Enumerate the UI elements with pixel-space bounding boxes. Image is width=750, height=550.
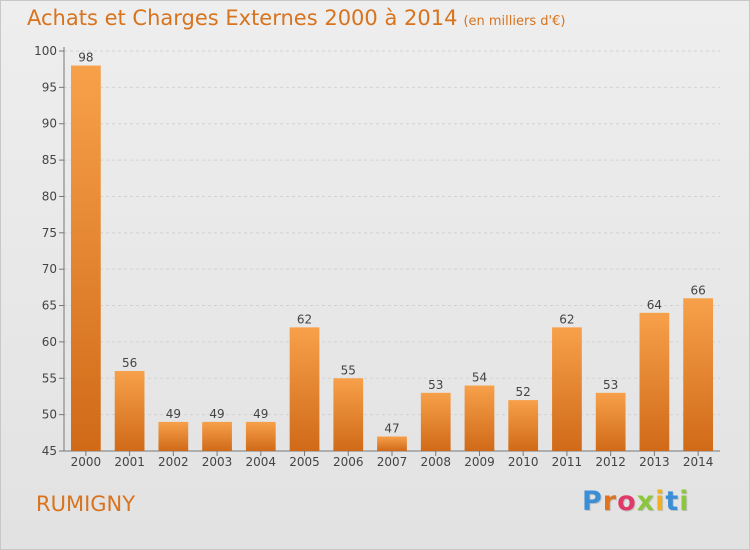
x-tick-label: 2000: [71, 455, 102, 469]
bar-value-label: 53: [428, 378, 443, 392]
bar: [158, 421, 189, 451]
grid-lines: [64, 50, 720, 452]
bar: [377, 436, 407, 451]
y-tick-label: 95: [42, 80, 57, 94]
logo-letter: o: [617, 486, 637, 517]
bar-value-label: 62: [559, 312, 574, 326]
x-tick-label: 2012: [595, 455, 626, 469]
bar: [289, 327, 320, 451]
proxiti-logo: Proxiti: [582, 486, 690, 517]
x-tick-label: 2001: [114, 455, 145, 469]
x-tick-label: 2006: [333, 455, 364, 469]
bar-value-label: 98: [78, 51, 93, 65]
bar: [595, 392, 626, 451]
bar: [639, 312, 670, 451]
chart-title: Achats et Charges Externes 2000 à 2014 (e…: [27, 6, 565, 30]
bar: [508, 400, 539, 451]
bar: [70, 65, 101, 451]
x-tick-label: 2014: [683, 455, 714, 469]
y-tick-label: 70: [42, 262, 57, 276]
y-tick-label: 75: [42, 226, 57, 240]
bar: [202, 421, 232, 451]
x-tick-label: 2011: [552, 455, 583, 469]
y-tick-label: 65: [42, 299, 57, 313]
logo-letter: t: [665, 486, 680, 517]
bar-value-label: 49: [253, 407, 268, 421]
y-tick-label: 50: [42, 408, 57, 422]
bar-value-label: 66: [690, 283, 705, 297]
logo-letter: r: [602, 486, 618, 517]
chart-title-text: Achats et Charges Externes 2000 à 2014: [27, 6, 458, 30]
chart-subtitle: (en milliers d'€): [463, 14, 566, 29]
x-tick-label: 2010: [508, 455, 539, 469]
y-tick-label: 85: [42, 153, 57, 167]
y-tick-label: 55: [42, 371, 57, 385]
logo-letter: i: [679, 486, 690, 517]
bar-value-label: 53: [603, 378, 618, 392]
x-tick-label: 2009: [464, 455, 495, 469]
bar: [245, 421, 276, 451]
bar-value-label: 55: [341, 363, 356, 377]
bar-value-label: 52: [516, 385, 531, 399]
bar: [114, 371, 145, 451]
bar-value-label: 47: [384, 421, 399, 435]
logo-letter: x: [636, 486, 656, 517]
bar: [333, 378, 364, 451]
x-tick-label: 2005: [289, 455, 320, 469]
x-tick-label: 2003: [202, 455, 233, 469]
bar-value-label: 54: [472, 371, 487, 385]
y-tick-label: 80: [42, 189, 57, 203]
bar-value-label: 56: [122, 356, 137, 370]
x-tick-label: 2002: [158, 455, 189, 469]
bar-value-label: 62: [297, 312, 312, 326]
bar-value-label: 49: [166, 407, 181, 421]
bar: [552, 327, 582, 451]
bar-value-label: 64: [647, 298, 662, 312]
x-tick-label: 2013: [639, 455, 670, 469]
commune-name: RUMIGNY: [36, 492, 136, 516]
bar: [420, 392, 451, 451]
x-tick-label: 2004: [246, 455, 277, 469]
y-tick-label: 100: [34, 44, 57, 58]
bar-value-label: 49: [209, 407, 224, 421]
bars: [70, 65, 714, 451]
bar: [464, 385, 495, 451]
logo-letter: P: [582, 486, 603, 517]
labels: 45 50 55 60 65 70 75 80 85 90 95 100 98 2000 56 2001 49 2…: [34, 44, 713, 469]
y-tick-label: 60: [42, 335, 57, 349]
y-tick-label: 90: [42, 117, 57, 131]
x-tick-label: 2008: [420, 455, 451, 469]
y-tick-label: 45: [42, 444, 57, 458]
logo-letter: i: [655, 486, 666, 517]
x-tick-label: 2007: [377, 455, 408, 469]
bar: [683, 298, 714, 451]
